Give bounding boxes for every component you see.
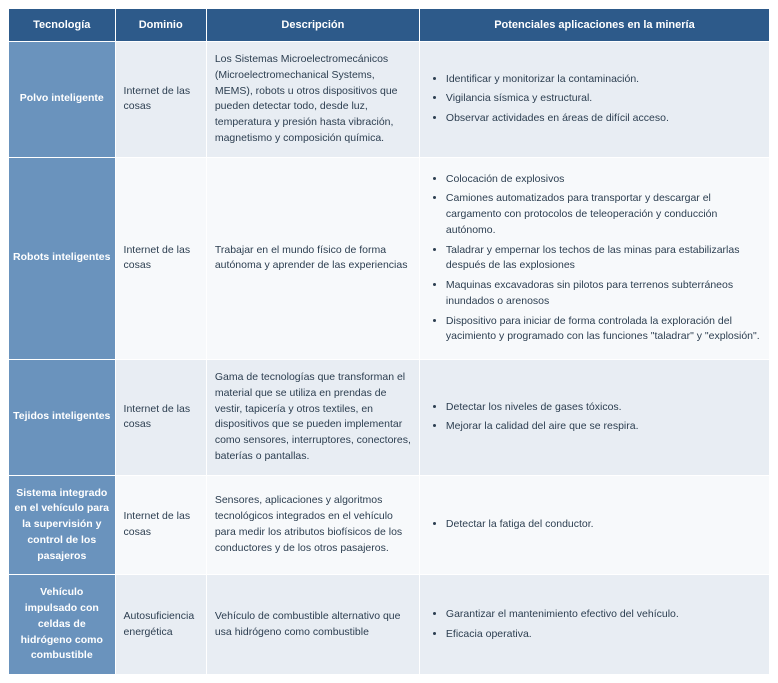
apps-list-item: Vigilancia sísmica y estructural.: [446, 91, 761, 107]
table-row: Robots inteligentesInternet de las cosas…: [9, 157, 770, 360]
cell-tech: Vehículo impulsado con celdas de hidróge…: [9, 575, 116, 675]
table-row: Tejidos inteligentesInternet de las cosa…: [9, 360, 770, 476]
cell-domain: Internet de las cosas: [115, 475, 206, 575]
apps-list-item: Colocación de explosivos: [446, 172, 761, 188]
apps-list-item: Detectar los niveles de gases tóxicos.: [446, 400, 761, 416]
table-body: Polvo inteligenteInternet de las cosasLo…: [9, 42, 770, 675]
cell-domain: Internet de las cosas: [115, 157, 206, 360]
table-header-row: Tecnología Dominio Descripción Potencial…: [9, 9, 770, 42]
header-tech: Tecnología: [9, 9, 116, 42]
cell-desc: Gama de tecnologías que transforman el m…: [206, 360, 419, 476]
apps-list-item: Identificar y monitorizar la contaminaci…: [446, 72, 761, 88]
cell-apps: Identificar y monitorizar la contaminaci…: [419, 42, 769, 158]
apps-list-item: Mejorar la calidad del aire que se respi…: [446, 419, 761, 435]
cell-domain: Internet de las cosas: [115, 360, 206, 476]
cell-tech: Sistema integrado en el vehículo para la…: [9, 475, 116, 575]
cell-domain: Internet de las cosas: [115, 42, 206, 158]
cell-desc: Vehículo de combustible alternativo que …: [206, 575, 419, 675]
header-domain: Dominio: [115, 9, 206, 42]
apps-list-item: Camiones automatizados para transportar …: [446, 191, 761, 238]
apps-list-item: Observar actividades en áreas de difícil…: [446, 111, 761, 127]
table-row: Vehículo impulsado con celdas de hidróge…: [9, 575, 770, 675]
cell-apps: Detectar los niveles de gases tóxicos. Me…: [419, 360, 769, 476]
table-row: Polvo inteligenteInternet de las cosasLo…: [9, 42, 770, 158]
cell-tech: Tejidos inteligentes: [9, 360, 116, 476]
cell-desc: Los Sistemas Microelectromecánicos (Micr…: [206, 42, 419, 158]
header-desc: Descripción: [206, 9, 419, 42]
apps-list: Garantizar el mantenimiento efectivo del…: [428, 607, 761, 643]
table-row: Sistema integrado en el vehículo para la…: [9, 475, 770, 575]
cell-desc: Trabajar en el mundo físico de forma aut…: [206, 157, 419, 360]
cell-apps: Garantizar el mantenimiento efectivo del…: [419, 575, 769, 675]
apps-list-item: Eficacia operativa.: [446, 627, 761, 643]
cell-domain: Autosuficiencia energética: [115, 575, 206, 675]
cell-apps: Detectar la fatiga del conductor.: [419, 475, 769, 575]
header-apps: Potenciales aplicaciones en la minería: [419, 9, 769, 42]
apps-list-item: Dispositivo para iniciar de forma contro…: [446, 314, 761, 346]
apps-list-item: Maquinas excavadoras sin pilotos para te…: [446, 278, 761, 310]
apps-list: Detectar la fatiga del conductor.: [428, 517, 761, 533]
cell-tech: Robots inteligentes: [9, 157, 116, 360]
cell-apps: Colocación de explosivos Camiones automat…: [419, 157, 769, 360]
apps-list-item: Garantizar el mantenimiento efectivo del…: [446, 607, 761, 623]
cell-desc: Sensores, aplicaciones y algoritmos tecn…: [206, 475, 419, 575]
mining-tech-table: Tecnología Dominio Descripción Potencial…: [8, 8, 770, 675]
apps-list-item: Taladrar y empernar los techos de las mi…: [446, 243, 761, 275]
apps-list-item: Detectar la fatiga del conductor.: [446, 517, 761, 533]
apps-list: Identificar y monitorizar la contaminaci…: [428, 72, 761, 127]
cell-tech: Polvo inteligente: [9, 42, 116, 158]
apps-list: Detectar los niveles de gases tóxicos. Me…: [428, 400, 761, 436]
apps-list: Colocación de explosivos Camiones automat…: [428, 172, 761, 346]
